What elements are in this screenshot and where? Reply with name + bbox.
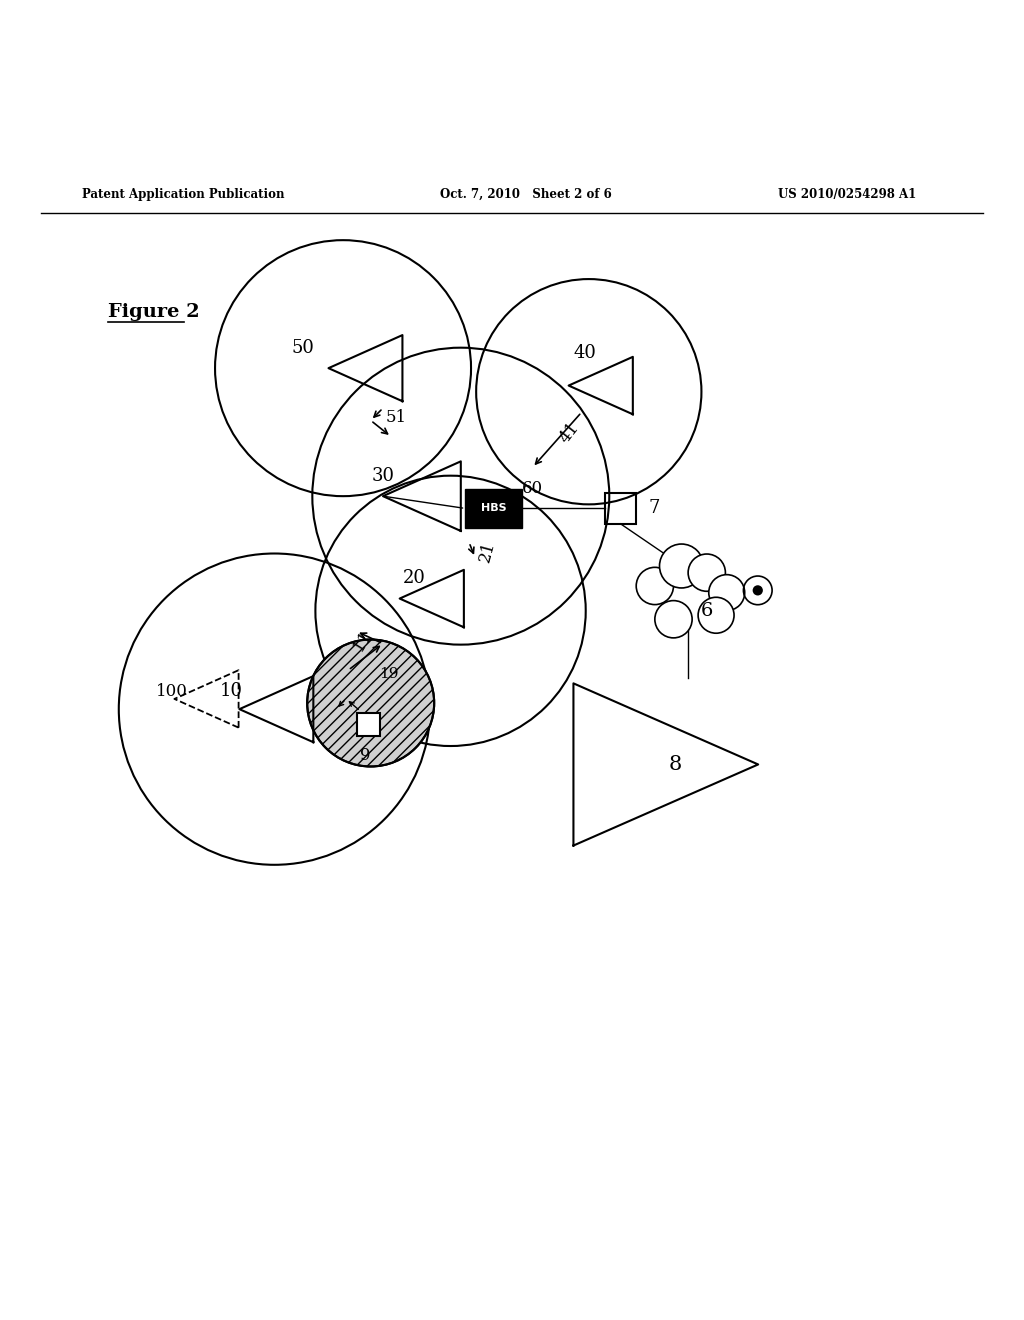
- Text: 11: 11: [350, 627, 376, 653]
- Text: 51: 51: [386, 409, 408, 426]
- Text: 40: 40: [573, 345, 596, 362]
- Circle shape: [709, 574, 744, 611]
- Text: 6: 6: [700, 602, 713, 620]
- Text: 20: 20: [402, 569, 425, 587]
- Circle shape: [753, 585, 763, 595]
- Text: HBS: HBS: [480, 503, 507, 513]
- Circle shape: [636, 568, 674, 605]
- Bar: [605, 494, 636, 524]
- Circle shape: [659, 544, 703, 587]
- Bar: [465, 488, 521, 528]
- Text: 100: 100: [156, 682, 187, 700]
- Text: Figure 2: Figure 2: [108, 302, 199, 321]
- Text: 19: 19: [379, 668, 398, 681]
- Circle shape: [698, 597, 734, 634]
- Text: 50: 50: [292, 339, 314, 356]
- Circle shape: [688, 554, 725, 591]
- Text: 30: 30: [372, 467, 394, 484]
- Bar: [356, 713, 381, 737]
- Text: Patent Application Publication: Patent Application Publication: [82, 187, 285, 201]
- Circle shape: [307, 639, 434, 767]
- Text: 7: 7: [648, 499, 659, 517]
- Text: 9: 9: [360, 747, 371, 764]
- Text: 41: 41: [556, 420, 583, 447]
- Text: US 2010/0254298 A1: US 2010/0254298 A1: [778, 187, 916, 201]
- Text: 21: 21: [476, 539, 498, 564]
- Text: 10: 10: [220, 682, 243, 700]
- Text: 8: 8: [669, 755, 682, 774]
- Circle shape: [655, 601, 692, 638]
- Text: 60: 60: [522, 480, 544, 498]
- Text: Oct. 7, 2010   Sheet 2 of 6: Oct. 7, 2010 Sheet 2 of 6: [440, 187, 612, 201]
